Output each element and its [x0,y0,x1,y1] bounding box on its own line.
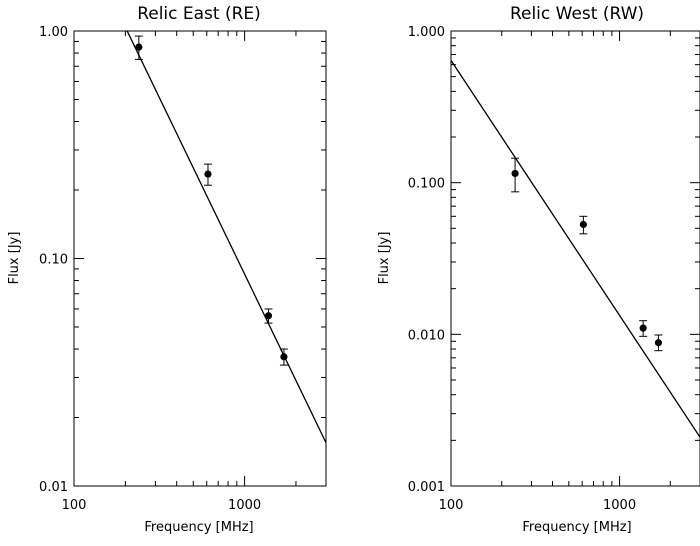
relic-west-y-tick-label: 1.000 [408,25,445,40]
relic-west-data-point [579,220,587,229]
relic-east-axes: 100 1000 0.01 0.10 1.00 [39,25,327,513]
relic-west-data-point [511,169,519,178]
relic-east-y-tick-label: 0.10 [39,253,68,268]
relic-west-xlabel: Frequency [MHz] [522,520,631,535]
relic-east-x-tick-label: 1000 [228,498,261,513]
relic-east-ylabel: Flux [Jy] [7,232,22,285]
relic-west-data-point [639,324,647,332]
relic-west-data-point [654,339,663,347]
relic-east-data-point [264,312,273,320]
relic-east-fit-line [126,31,326,443]
relic-east-data-point [135,43,143,51]
relic-west-frame [450,30,700,487]
relic-west-title: Relic West (RW) [510,4,644,24]
relic-west-y-tick-label: 0.010 [408,328,445,343]
relic-east-panel: Relic East (RE) Frequency [MHz] Flux [Jy… [7,4,327,535]
relic-east-data-point [280,353,288,361]
relic-west-axes: 100 1000 0.001 0.010 0.100 1.000 [408,25,700,513]
relic-west-y-tick-label: 0.100 [408,177,445,192]
relic-east-xlabel: Frequency [MHz] [144,520,253,535]
relic-west-panel: Relic West (RW) Frequency [MHz] Flux [Jy… [377,4,700,535]
relic-east-y-tick-label: 1.00 [39,25,68,40]
relic-east-y-tick-label: 0.01 [39,480,68,495]
relic-east-title: Relic East (RE) [137,4,261,24]
relic-east-x-tick-label: 100 [62,498,87,513]
relic-west-x-tick-label: 1000 [603,498,636,513]
relic-west-marks [451,60,700,438]
relic-west-fit-line [451,60,700,438]
relic-west-ylabel: Flux [Jy] [377,232,392,285]
relic-east-marks [126,31,326,443]
relic-west-y-tick-label: 0.001 [408,480,445,495]
relic-east-data-point [204,170,212,178]
relic-west-x-tick-label: 100 [439,498,464,513]
relic-east-frame [73,30,327,487]
